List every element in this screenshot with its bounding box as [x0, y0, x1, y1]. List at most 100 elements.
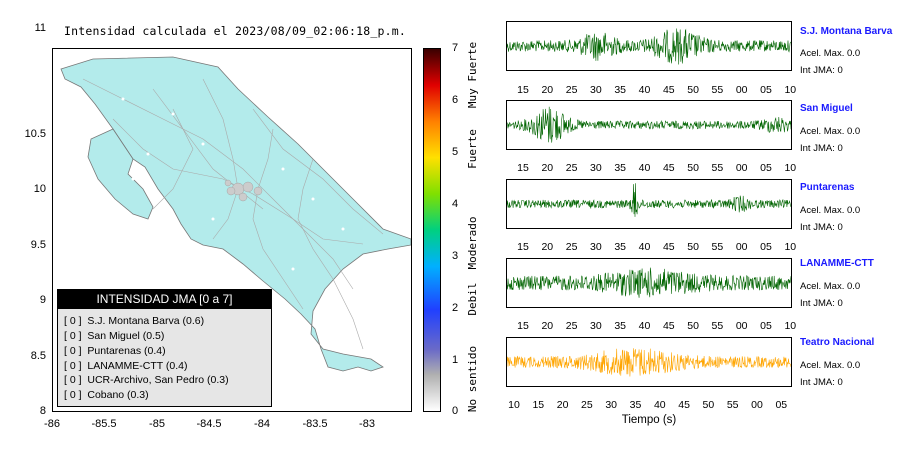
y-tick-label: 9	[39, 294, 46, 306]
map-title: Intensidad calculada el 2023/08/09_02:06…	[64, 24, 406, 38]
x-tick-label: -86	[44, 418, 60, 430]
time-tick-label: 15	[517, 320, 529, 332]
station-name: San Miguel	[800, 103, 853, 114]
time-tick-label: 50	[687, 320, 699, 332]
time-tick-label: 20	[541, 84, 554, 96]
time-tick-label: 25	[565, 320, 578, 332]
legend-station: Cobano (0.3)	[87, 389, 149, 401]
legend-station: San Miguel (0.5)	[87, 330, 165, 342]
time-tick-label: 50	[687, 162, 699, 174]
trace-time-axis: 10 15 20 25 30 35 40 45 50 55 00 05	[506, 399, 792, 411]
legend-level: [ 0 ]	[64, 360, 82, 372]
time-tick-label: 30	[590, 320, 602, 332]
colorbar-tick: 1	[452, 354, 459, 366]
station-jma: Int JMA: 0	[800, 222, 843, 233]
colorbar-tick: 3	[452, 250, 459, 262]
time-tick-label: 10	[784, 162, 797, 174]
legend-row: [ 0 ] S.J. Montana Barva (0.6)	[64, 315, 204, 327]
time-tick-label: 05	[760, 320, 772, 332]
trace-time-axis: 15 20 25 30 35 40 45 50 55 00 05 10	[506, 162, 796, 174]
time-tick-label: 40	[638, 241, 651, 253]
colorbar-tick: 2	[452, 302, 459, 314]
legend-level: [ 0 ]	[64, 374, 82, 386]
time-tick-label: 10	[508, 399, 520, 411]
y-tick-label: 8.5	[30, 350, 46, 362]
colorbar-word: Fuerte	[466, 129, 479, 169]
station-name: S.J. Montana Barva	[800, 26, 893, 37]
station-jma: Int JMA: 0	[800, 298, 843, 309]
time-tick-label: 50	[687, 84, 699, 96]
trace-waveform	[507, 28, 791, 65]
time-tick-label: 30	[590, 162, 602, 174]
seismogram-trace[interactable]	[506, 100, 792, 150]
legend-row: [ 0 ] Puntarenas (0.4)	[64, 345, 166, 357]
time-tick-label: 40	[638, 320, 651, 332]
time-tick-label: 00	[735, 241, 748, 253]
time-tick-label: 20	[541, 162, 554, 174]
station-name: LANAMME-CTT	[800, 258, 874, 269]
y-tick-label: 9.5	[30, 239, 46, 251]
colorbar-tick: 7	[452, 42, 459, 54]
time-tick-label: 20	[541, 241, 554, 253]
time-tick-label: 55	[711, 241, 724, 253]
city-cluster	[224, 179, 263, 202]
station-accel: Acel. Max. 0.0	[800, 48, 861, 59]
time-tick-label: 25	[565, 162, 578, 174]
x-tick-label: -85.5	[91, 418, 117, 430]
x-tick-label: -84	[254, 418, 270, 430]
seismogram-trace[interactable]	[506, 337, 792, 387]
legend-row: [ 0 ] San Miguel (0.5)	[64, 330, 164, 342]
colorbar-tick: 0	[452, 405, 459, 417]
time-tick-label: 25	[565, 241, 578, 253]
time-tick-label: 50	[702, 399, 715, 411]
station-name: Teatro Nacional	[800, 337, 875, 348]
seismogram-trace[interactable]	[506, 258, 792, 308]
time-tick-label: 45	[662, 320, 675, 332]
time-tick-label: 25	[565, 84, 578, 96]
x-tick-label: -83	[359, 418, 375, 430]
time-tick-label: 00	[735, 84, 748, 96]
trace-time-axis: 15 20 25 30 35 40 45 50 55 00 05 10	[506, 241, 796, 253]
costa-rica-landmass	[60, 56, 411, 372]
time-tick-label: 15	[532, 399, 545, 411]
time-tick-label: 00	[735, 320, 748, 332]
time-tick-label: 05	[760, 162, 772, 174]
time-tick-label: 55	[711, 320, 724, 332]
trace-time-axis: 15 20 25 30 35 40 45 50 55 00 05 10	[506, 320, 796, 332]
seismogram-trace[interactable]	[506, 179, 792, 229]
time-tick-label: 20	[556, 399, 569, 411]
x-tick-label: -84.5	[196, 418, 222, 430]
time-tick-label: 20	[541, 320, 554, 332]
time-tick-label: 30	[590, 84, 602, 96]
legend-title: INTENSIDAD JMA [0 a 7]	[58, 290, 271, 309]
time-tick-label: 50	[687, 241, 699, 253]
station-accel: Acel. Max. 0.0	[800, 360, 861, 371]
y-tick-label: 8	[39, 405, 46, 417]
station-accel: Acel. Max. 0.0	[800, 205, 861, 216]
time-tick-label: 45	[662, 162, 675, 174]
time-tick-label: 30	[605, 399, 618, 411]
time-tick-label: 05	[775, 399, 788, 411]
time-tick-label: 25	[581, 399, 593, 411]
seismogram-trace[interactable]	[506, 21, 792, 71]
nicoya-peninsula	[87, 128, 154, 220]
time-tick-label: 10	[784, 320, 797, 332]
time-tick-label: 40	[638, 84, 651, 96]
legend-level: [ 0 ]	[64, 389, 82, 401]
legend-level: [ 0 ]	[64, 315, 82, 327]
time-tick-label: 05	[760, 241, 772, 253]
legend-station: LANAMME-CTT (0.4)	[87, 360, 188, 372]
trace-waveform	[507, 106, 791, 143]
legend-station: S.J. Montana Barva (0.6)	[87, 315, 205, 327]
station-jma: Int JMA: 0	[800, 65, 843, 76]
intensity-colorbar	[423, 48, 441, 412]
trace-waveform	[507, 348, 791, 377]
legend-row: [ 0 ] UCR-Archivo, San Pedro (0.3)	[64, 374, 229, 386]
colorbar-tick: 5	[452, 146, 459, 158]
y-tick-label: 11	[34, 22, 46, 34]
time-tick-label: 45	[662, 241, 675, 253]
legend-row: [ 0 ] Cobano (0.3)	[64, 389, 149, 401]
station-jma: Int JMA: 0	[800, 143, 843, 154]
time-tick-label: 40	[653, 399, 666, 411]
time-tick-label: 15	[517, 162, 529, 174]
